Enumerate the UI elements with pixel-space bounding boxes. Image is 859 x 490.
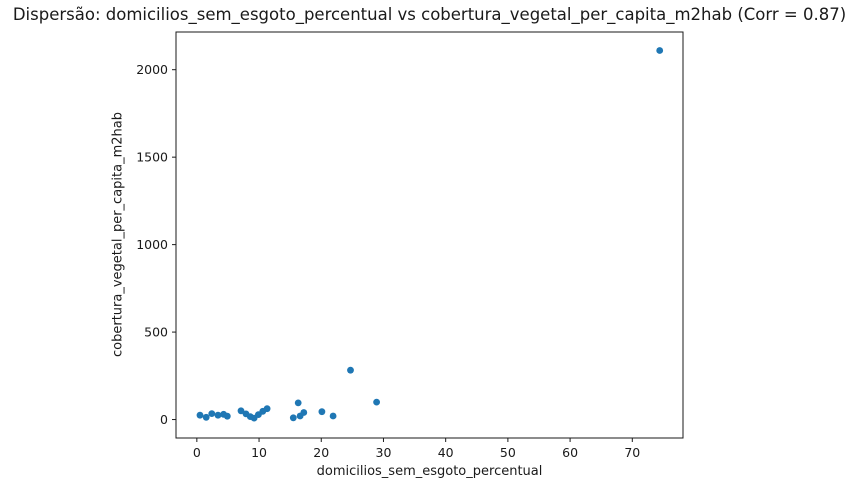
data-point bbox=[373, 398, 380, 406]
data-point bbox=[223, 412, 231, 420]
data-point bbox=[294, 399, 302, 407]
x-tick-label: 60 bbox=[562, 445, 578, 460]
data-point bbox=[318, 408, 326, 416]
y-tick-label: 1000 bbox=[136, 237, 168, 252]
x-tick-label: 40 bbox=[438, 445, 454, 460]
data-point bbox=[214, 411, 222, 419]
x-tick-label: 10 bbox=[251, 445, 267, 460]
x-tick-label: 0 bbox=[193, 445, 201, 460]
data-point bbox=[656, 47, 664, 54]
data-point bbox=[202, 413, 210, 421]
x-tick-label: 70 bbox=[624, 445, 640, 460]
y-axis-label: cobertura_vegetal_per_capita_m2hab bbox=[110, 112, 126, 357]
data-point bbox=[329, 412, 337, 420]
x-tick-label: 20 bbox=[313, 445, 329, 460]
data-point bbox=[347, 366, 354, 374]
data-point bbox=[300, 409, 308, 416]
plot-frame bbox=[175, 31, 684, 439]
chart-title: Dispersão: domicilios_sem_esgoto_percent… bbox=[12, 5, 847, 24]
data-point bbox=[237, 407, 245, 415]
data-point bbox=[196, 411, 204, 419]
data-point bbox=[208, 410, 216, 417]
y-tick-label: 0 bbox=[160, 412, 168, 427]
x-tick-label: 50 bbox=[500, 445, 516, 460]
y-tick-label: 1500 bbox=[136, 150, 168, 165]
data-point bbox=[289, 414, 297, 422]
x-tick-label: 30 bbox=[376, 445, 392, 460]
data-point bbox=[263, 405, 271, 413]
y-tick-label: 500 bbox=[144, 325, 168, 340]
x-axis-label: domicilios_sem_esgoto_percentual bbox=[316, 464, 543, 479]
y-tick-label: 2000 bbox=[136, 62, 168, 77]
